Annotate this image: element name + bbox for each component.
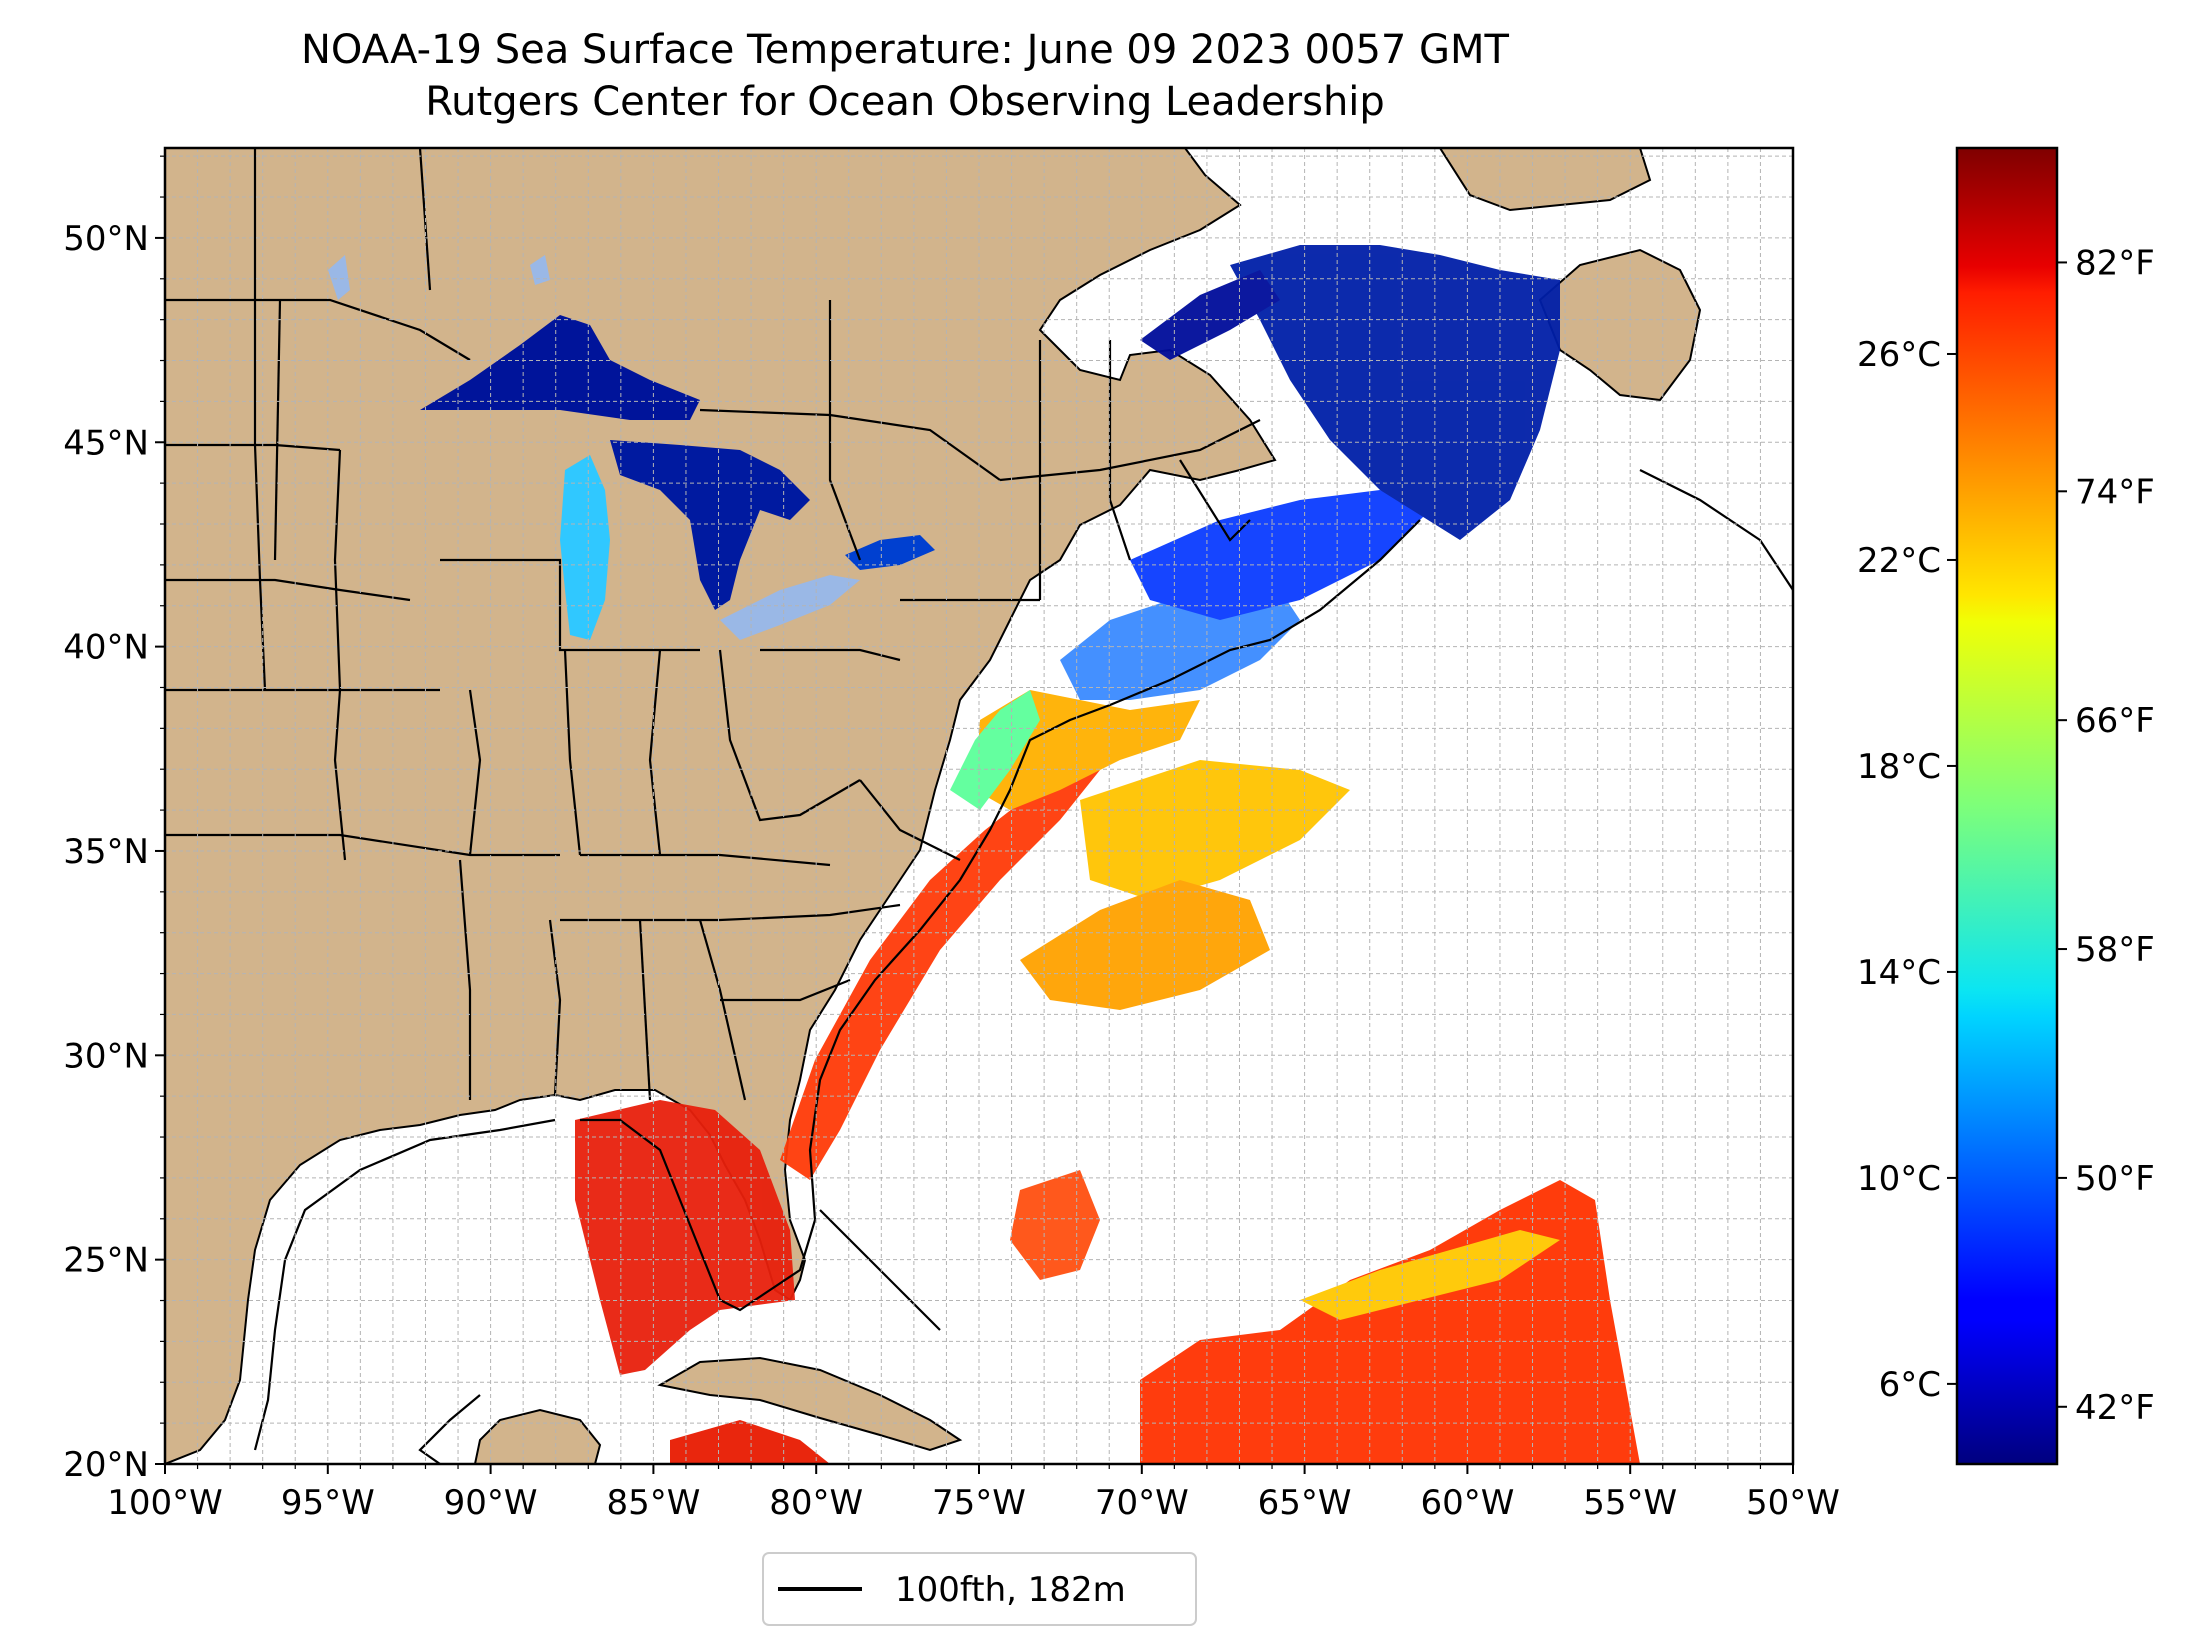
lon-tick-label: 55°W <box>1583 1483 1677 1523</box>
colorbar-c-label: 22°C <box>1857 541 1941 581</box>
lake-nipigon <box>530 255 550 285</box>
lake-huron <box>610 440 810 610</box>
map-gridlines <box>165 148 1793 1464</box>
lake-ontario <box>845 535 935 570</box>
lat-tick-label: 50°N <box>63 219 149 259</box>
legend: 100fth, 182m <box>762 1552 1197 1626</box>
lon-tick-label: 70°W <box>1095 1483 1189 1523</box>
great-lakes <box>328 255 935 640</box>
sst-southeast-coast-swath <box>780 750 1100 1180</box>
colorbar-c-label: 26°C <box>1857 335 1941 375</box>
lon-axis: 100°W 95°W 90°W 85°W 80°W 75°W 70°W 65°W 60°W 55°… <box>107 1464 1840 1523</box>
colorbar-c-label: 14°C <box>1857 953 1941 993</box>
sst-st-lawrence-estuary <box>1140 270 1280 360</box>
lon-tick-label: 100°W <box>107 1483 223 1523</box>
colorbar-f-label: 50°F <box>2075 1159 2155 1199</box>
sst-offshore-patches <box>1080 760 1350 900</box>
map-subtitle: Rutgers Center for Ocean Observing Leade… <box>425 79 1385 125</box>
sst-scotian-shelf <box>1130 490 1430 620</box>
sst-caribbean-edge <box>670 1420 830 1464</box>
colorbar-gradient <box>1955 146 2059 1466</box>
colorbar-f-label: 66°F <box>2075 701 2155 741</box>
sst-sargasso-yellow-streaks <box>1300 1230 1560 1320</box>
lat-tick-label: 35°N <box>63 832 149 872</box>
contour-100-fathom <box>253 519 1421 1464</box>
map-panel: 50°N 45°N 40°N 35°N 30°N 25°N 20°N 100°W 95°W 90… <box>63 146 1840 1523</box>
colorbar-c-label: 18°C <box>1857 747 1941 787</box>
lake-michigan <box>560 455 610 640</box>
lon-tick-label: 80°W <box>769 1483 863 1523</box>
sst-swath-layer <box>575 245 1640 1464</box>
sst-shelf-nearshore <box>950 690 1040 810</box>
sst-gulf-of-st-lawrence <box>1230 245 1560 540</box>
land-yucatan <box>473 1408 602 1464</box>
lon-tick-label: 90°W <box>444 1483 538 1523</box>
political-borders <box>165 148 1793 1101</box>
lat-tick-label: 40°N <box>63 628 149 668</box>
lat-tick-label: 45°N <box>63 423 149 463</box>
lat-tick-label: 30°N <box>63 1036 149 1076</box>
lon-tick-label: 95°W <box>281 1483 375 1523</box>
colorbar-f-label: 58°F <box>2075 930 2155 970</box>
sst-bahamas-patch <box>1010 1170 1100 1280</box>
lat-tick-label: 20°N <box>63 1445 149 1485</box>
sst-gulf-of-maine <box>1060 590 1300 700</box>
lon-tick-label: 75°W <box>932 1483 1026 1523</box>
lake-superior <box>420 315 700 420</box>
land-newfoundland <box>1538 248 1702 402</box>
legend-box <box>762 1552 1197 1626</box>
colorbar-c-label: 10°C <box>1857 1159 1941 1199</box>
sst-gulf-of-mexico-swath <box>575 1100 795 1375</box>
colorbar-f-label: 82°F <box>2075 243 2155 283</box>
colorbar-f-label: 42°F <box>2075 1388 2155 1428</box>
sst-gulf-stream-patches <box>1020 880 1270 1010</box>
colorbar-c-label: 6°C <box>1879 1365 1941 1405</box>
lon-tick-label: 50°W <box>1746 1483 1840 1523</box>
lon-tick-label: 85°W <box>606 1483 700 1523</box>
lon-tick-label: 60°W <box>1420 1483 1514 1523</box>
land-cuba <box>657 1356 963 1452</box>
map-title: NOAA-19 Sea Surface Temperature: June 09… <box>300 27 1509 73</box>
lake-winnipeg-area <box>328 255 350 300</box>
legend-label: 100fth, 182m <box>895 1570 1126 1610</box>
lat-axis: 50°N 45°N 40°N 35°N 30°N 25°N 20°N <box>63 155 165 1485</box>
colorbar: 82°F 74°F 66°F 58°F 50°F 42°F 26°C 22°C 18°C 14°C… <box>1857 146 2155 1466</box>
lat-tick-label: 25°N <box>63 1241 149 1281</box>
colorbar-f-label: 74°F <box>2075 472 2155 512</box>
lake-erie <box>720 575 860 640</box>
lon-tick-label: 65°W <box>1258 1483 1352 1523</box>
colorbar-ticks: 82°F 74°F 66°F 58°F 50°F 42°F 26°C 22°C 18°C 14°C… <box>1857 243 2155 1427</box>
